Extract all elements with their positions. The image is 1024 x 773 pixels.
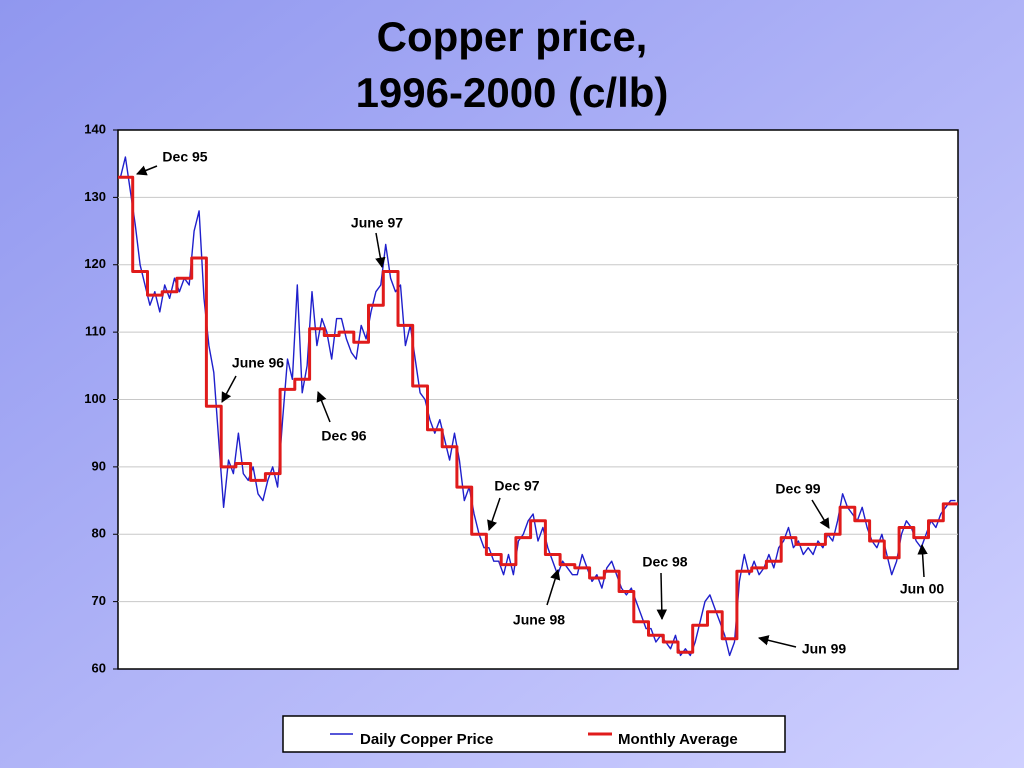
annotation: Dec 96 [321, 428, 366, 444]
y-tick-label: 100 [84, 391, 106, 406]
annotation: Dec 97 [494, 478, 539, 494]
legend-label: Daily Copper Price [360, 731, 493, 748]
annotation-arrow [316, 391, 331, 423]
annotation: Dec 98 [642, 554, 687, 570]
annotation: Dec 95 [162, 149, 207, 165]
annotation-arrow [221, 375, 237, 403]
annotation: Jun 99 [802, 641, 847, 657]
y-tick-label: 130 [84, 189, 106, 204]
annotation: June 98 [513, 612, 565, 628]
annotation-arrow [811, 499, 830, 529]
annotation-arrow [487, 497, 501, 531]
annotation-arrow [917, 543, 928, 578]
y-tick-label: 80 [92, 526, 106, 541]
y-tick-label: 60 [92, 660, 106, 675]
annotation-arrow [375, 232, 386, 269]
y-tick-label: 90 [92, 458, 106, 473]
monthly-average-line [118, 175, 958, 654]
y-tick-label: 70 [92, 593, 106, 608]
annotation: June 96 [232, 355, 284, 371]
annotation-arrow [757, 635, 797, 648]
annotation-arrow [656, 572, 668, 621]
y-tick-label: 140 [84, 121, 106, 136]
annotation: Jun 00 [900, 581, 945, 597]
chart-title: Copper price, [377, 13, 648, 60]
annotation: Dec 99 [775, 481, 820, 497]
y-tick-label: 110 [85, 324, 106, 339]
annotation: June 97 [351, 215, 403, 231]
y-tick-label: 120 [84, 256, 106, 271]
legend-label: Monthly Average [618, 731, 738, 748]
annotation-arrow [136, 165, 158, 176]
chart-subtitle: 1996-2000 (c/lb) [356, 69, 669, 116]
annotation-arrow [546, 568, 561, 606]
legend [282, 715, 786, 753]
